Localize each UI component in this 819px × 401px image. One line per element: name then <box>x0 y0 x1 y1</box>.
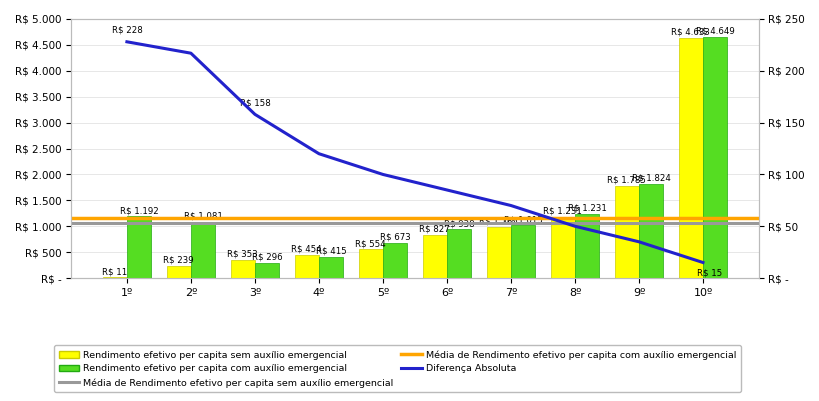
Text: R$ 673: R$ 673 <box>379 233 410 242</box>
Bar <box>191 222 215 278</box>
Text: R$ 1.015: R$ 1.015 <box>503 215 542 224</box>
Text: R$ 1.192: R$ 1.192 <box>120 206 158 215</box>
Bar <box>550 217 574 278</box>
Bar <box>166 266 191 278</box>
Text: R$ 454: R$ 454 <box>291 244 322 253</box>
Text: R$ 938: R$ 938 <box>443 219 474 228</box>
Text: R$ 239: R$ 239 <box>163 255 194 264</box>
Text: R$ 11: R$ 11 <box>102 267 127 276</box>
Bar <box>382 243 407 278</box>
Text: R$ 554: R$ 554 <box>355 239 386 248</box>
Bar <box>638 184 663 278</box>
Bar <box>319 257 343 278</box>
Bar <box>230 260 255 278</box>
Bar <box>422 235 446 278</box>
Text: R$ 228: R$ 228 <box>111 26 143 34</box>
Text: R$ 15: R$ 15 <box>696 268 721 277</box>
Bar <box>255 263 279 278</box>
Legend: Rendimento efetivo per capita sem auxílio emergencial, Rendimento efetivo per ca: Rendimento efetivo per capita sem auxíli… <box>54 345 740 392</box>
Text: R$ 415: R$ 415 <box>315 246 346 255</box>
Bar <box>127 216 151 278</box>
Bar <box>294 255 319 278</box>
Bar <box>614 186 638 278</box>
Bar <box>102 277 127 278</box>
Text: R$ 1.785: R$ 1.785 <box>607 175 645 184</box>
Text: R$ 827: R$ 827 <box>419 225 450 234</box>
Bar <box>678 38 702 278</box>
Bar <box>446 229 471 278</box>
Bar <box>486 227 510 278</box>
Text: R$ 4.633: R$ 4.633 <box>671 28 709 37</box>
Bar <box>358 249 382 278</box>
Text: R$ 158: R$ 158 <box>239 98 270 107</box>
Text: R$ 1.231: R$ 1.231 <box>543 207 581 215</box>
Text: R$ 296: R$ 296 <box>251 252 282 261</box>
Text: R$ 1.824: R$ 1.824 <box>631 173 670 182</box>
Text: R$ 353: R$ 353 <box>227 249 258 259</box>
Text: R$ 1.081: R$ 1.081 <box>183 212 222 221</box>
Text: R$ 4.649: R$ 4.649 <box>695 27 734 36</box>
Bar <box>702 37 726 278</box>
Bar <box>574 214 599 278</box>
Text: R$ 1.231: R$ 1.231 <box>567 204 606 213</box>
Text: R$ 1.185: R$ 1.185 <box>479 217 518 226</box>
Bar <box>510 225 535 278</box>
